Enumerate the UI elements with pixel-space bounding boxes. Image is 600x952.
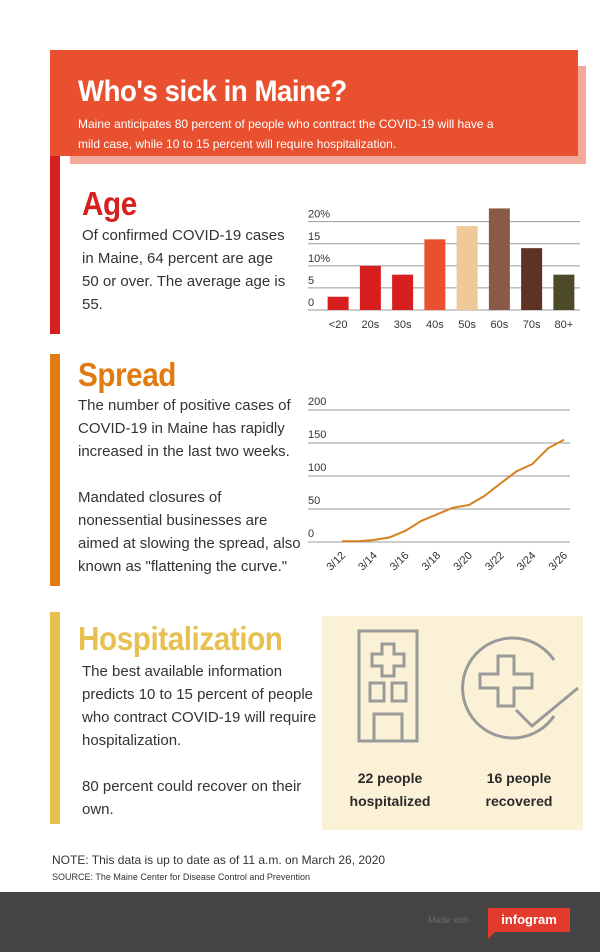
spread-ytick-label: 150 bbox=[308, 429, 326, 441]
spread-xtick-label: 3/16 bbox=[388, 550, 412, 574]
age-bar bbox=[488, 208, 510, 310]
spread-ytick-label: 100 bbox=[308, 462, 326, 474]
stat-hospitalized: 22 people hospitalized bbox=[335, 767, 445, 813]
infogram-logo[interactable]: infogram bbox=[488, 908, 570, 932]
spread-line-chart: 0 50 100 150 200 3/12 3/14 3/16 3/18 3/20 3/22 3/24… bbox=[308, 396, 570, 574]
spread-xtick-label: 3/24 bbox=[515, 550, 539, 574]
spread-title: Spread bbox=[78, 356, 176, 393]
spread-xtick-label: 3/22 bbox=[483, 550, 507, 574]
age-xtick-label: <20 bbox=[329, 319, 348, 331]
age-bar bbox=[521, 248, 543, 310]
age-ytick-label: 5 bbox=[308, 275, 314, 287]
age-accent-bar bbox=[50, 156, 60, 334]
spread-xtick-label: 3/18 bbox=[420, 550, 444, 574]
spread-xtick-label: 3/14 bbox=[356, 550, 380, 574]
spread-xtick-label: 3/20 bbox=[451, 550, 475, 574]
spread-body-text-1: The number of positive cases of COVID-19… bbox=[78, 397, 291, 460]
age-bar bbox=[553, 274, 575, 310]
spread-accent-bar bbox=[50, 354, 60, 586]
age-xtick-label: 70s bbox=[523, 319, 541, 331]
age-xtick-label: 50s bbox=[458, 319, 476, 331]
age-ytick-label: 0 bbox=[308, 297, 314, 309]
made-with-label: Made with bbox=[428, 915, 470, 925]
hosp-accent-bar bbox=[50, 612, 60, 824]
age-bar-chart: 0 5 10% 15 20% <20 20s 30s 40s 50s 60s 70s 80+ bbox=[308, 208, 580, 331]
spread-ytick-label: 50 bbox=[308, 495, 320, 507]
recovered-check-icon bbox=[461, 636, 579, 740]
age-bar bbox=[359, 265, 381, 310]
hospital-building-icon bbox=[357, 629, 419, 743]
data-source: SOURCE: The Maine Center for Disease Con… bbox=[52, 872, 310, 882]
spread-ytick-label: 0 bbox=[308, 528, 314, 540]
stat-recovered-label: recovered bbox=[485, 793, 553, 809]
stat-recovered-count: 16 people bbox=[486, 770, 552, 786]
hosp-stats-panel bbox=[322, 616, 583, 830]
spread-ytick-label: 200 bbox=[308, 396, 326, 408]
age-ytick-label: 15 bbox=[308, 231, 320, 243]
hosp-body-text-2: 80 percent could recover on their own. bbox=[82, 778, 302, 818]
data-note: NOTE: This data is up to date as of 11 a… bbox=[52, 853, 386, 867]
age-xtick-label: 30s bbox=[394, 319, 412, 331]
age-ytick-label: 10% bbox=[308, 253, 330, 265]
stat-hospitalized-count: 22 people bbox=[357, 770, 423, 786]
page-subtitle: Maine anticipates 80 percent of people w… bbox=[78, 117, 494, 151]
age-xtick-label: 60s bbox=[491, 319, 509, 331]
hosp-body-text-1: The best available information predicts … bbox=[82, 663, 317, 749]
age-body-text: Of confirmed COVID-19 cases in Maine, 64… bbox=[82, 227, 286, 313]
age-body: Of confirmed COVID-19 cases in Maine, 64… bbox=[82, 224, 292, 316]
age-bar bbox=[392, 274, 414, 310]
spread-body-text-2: Mandated closures of nonessential busine… bbox=[78, 489, 301, 575]
hosp-body: The best available information predicts … bbox=[82, 660, 318, 821]
stat-hospitalized-label: hospitalized bbox=[349, 793, 431, 809]
age-title: Age bbox=[82, 185, 137, 222]
age-xtick-label: 80+ bbox=[555, 319, 574, 331]
spread-xtick-label: 3/26 bbox=[546, 550, 570, 574]
spread-series-line bbox=[342, 438, 565, 543]
age-xtick-label: 40s bbox=[426, 319, 444, 331]
age-bar bbox=[456, 226, 478, 310]
stat-recovered: 16 people recovered bbox=[464, 767, 574, 813]
age-bar bbox=[327, 296, 349, 310]
infogram-logo-tail bbox=[488, 930, 497, 939]
page-title: Who's sick in Maine? bbox=[78, 75, 347, 108]
spread-xtick-label: 3/12 bbox=[324, 550, 348, 574]
age-xtick-label: 20s bbox=[362, 319, 380, 331]
header-banner: Who's sick in Maine? Maine anticipates 8… bbox=[50, 50, 578, 156]
age-bar bbox=[424, 239, 446, 310]
age-ytick-label: 20% bbox=[308, 209, 330, 221]
hosp-title: Hospitalization bbox=[78, 620, 283, 657]
spread-body: The number of positive cases of COVID-19… bbox=[78, 394, 306, 578]
